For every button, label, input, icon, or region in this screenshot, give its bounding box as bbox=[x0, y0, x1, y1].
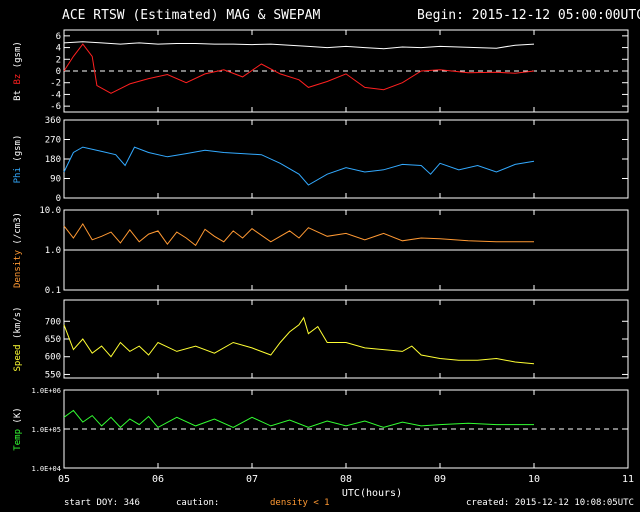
mag-ytick-label: 6 bbox=[56, 32, 61, 42]
speed-ylabel-part: Speed bbox=[13, 344, 23, 371]
temp-ytick-label: 1.0E+05 bbox=[31, 426, 61, 434]
mag-ytick-label: -2 bbox=[50, 79, 61, 89]
begin-time: Begin: 2015-12-12 05:00:00UTC bbox=[417, 8, 640, 23]
speed-ytick-label: 700 bbox=[45, 317, 61, 327]
mag-ytick-label: -4 bbox=[50, 90, 61, 100]
density-ylabel-part: Density bbox=[13, 249, 23, 288]
created-time: created: 2015-12-12 10:08:05UTC bbox=[466, 498, 634, 508]
speed-ylabel: Speed (km/s) bbox=[13, 306, 23, 371]
start-doy: start DOY: 346 bbox=[64, 498, 140, 508]
speed-ytick-label: 650 bbox=[45, 335, 61, 345]
chart-title: ACE RTSW (Estimated) MAG & SWEPAM bbox=[62, 8, 321, 23]
speed-ylabel-part: (km/s) bbox=[13, 306, 23, 344]
mag-ytick-label: -6 bbox=[50, 102, 61, 112]
speed-ytick-label: 600 bbox=[45, 353, 61, 363]
temp-series-line bbox=[63, 409, 534, 429]
phi-ytick-label: 360 bbox=[45, 116, 61, 126]
phi-frame bbox=[63, 119, 629, 199]
phi-ytick-label: 0 bbox=[56, 194, 61, 204]
mag-ytick-label: 0 bbox=[56, 67, 61, 77]
phi-series-line bbox=[63, 146, 535, 186]
temp-ytick-label: 1.0E+04 bbox=[31, 465, 61, 473]
phi-ylabel: Phi (gsm) bbox=[13, 135, 23, 184]
x-tick-label: 11 bbox=[622, 474, 634, 485]
density-ylabel-part: (/cm3) bbox=[13, 212, 23, 250]
phi-ylabel-part: (gsm) bbox=[13, 135, 23, 168]
density-series-line bbox=[63, 222, 534, 247]
mag-ylabel-part: Bt bbox=[13, 90, 23, 101]
speed-ytick-label: 550 bbox=[45, 370, 61, 380]
density-ylabel: Density (/cm3) bbox=[13, 212, 23, 288]
speed-series-line bbox=[63, 316, 535, 365]
mag-ytick-label: 2 bbox=[56, 55, 61, 65]
phi-ytick-label: 270 bbox=[45, 136, 61, 146]
x-axis-label: UTC(hours) bbox=[342, 488, 402, 499]
speed-frame bbox=[63, 299, 629, 379]
phi-ylabel-part: Phi bbox=[13, 167, 23, 183]
x-tick-label: 10 bbox=[528, 474, 540, 485]
temp-ylabel: Temp (K) bbox=[13, 407, 23, 450]
temp-ylabel-part: (K) bbox=[13, 407, 23, 429]
mag-ytick-label: 4 bbox=[56, 44, 61, 54]
density-caution-note: density < 1 bbox=[270, 498, 330, 508]
temp-ytick-label: 1.0E+06 bbox=[31, 387, 61, 395]
density-ytick-label: 1.0 bbox=[45, 246, 61, 256]
density-ytick-label: 0.1 bbox=[45, 286, 61, 296]
bt-series-line bbox=[63, 41, 535, 50]
bz-series-line bbox=[63, 43, 535, 94]
mag-ylabel-part: (gsm) bbox=[13, 41, 23, 74]
phi-ytick-label: 180 bbox=[45, 155, 61, 165]
caution-label: caution: bbox=[176, 498, 220, 508]
density-ytick-label: 10.0 bbox=[39, 206, 61, 216]
phi-ytick-label: 90 bbox=[50, 175, 61, 185]
x-tick-label: 07 bbox=[246, 474, 258, 485]
mag-ylabel: Bt Bz (gsm) bbox=[13, 41, 23, 101]
x-tick-label: 05 bbox=[58, 474, 70, 485]
temp-ylabel-part: Temp bbox=[13, 429, 23, 451]
mag-ylabel-part: Bz bbox=[13, 74, 23, 90]
x-tick-label: 09 bbox=[434, 474, 446, 485]
x-tick-label: 06 bbox=[152, 474, 164, 485]
x-tick-label: 08 bbox=[340, 474, 352, 485]
